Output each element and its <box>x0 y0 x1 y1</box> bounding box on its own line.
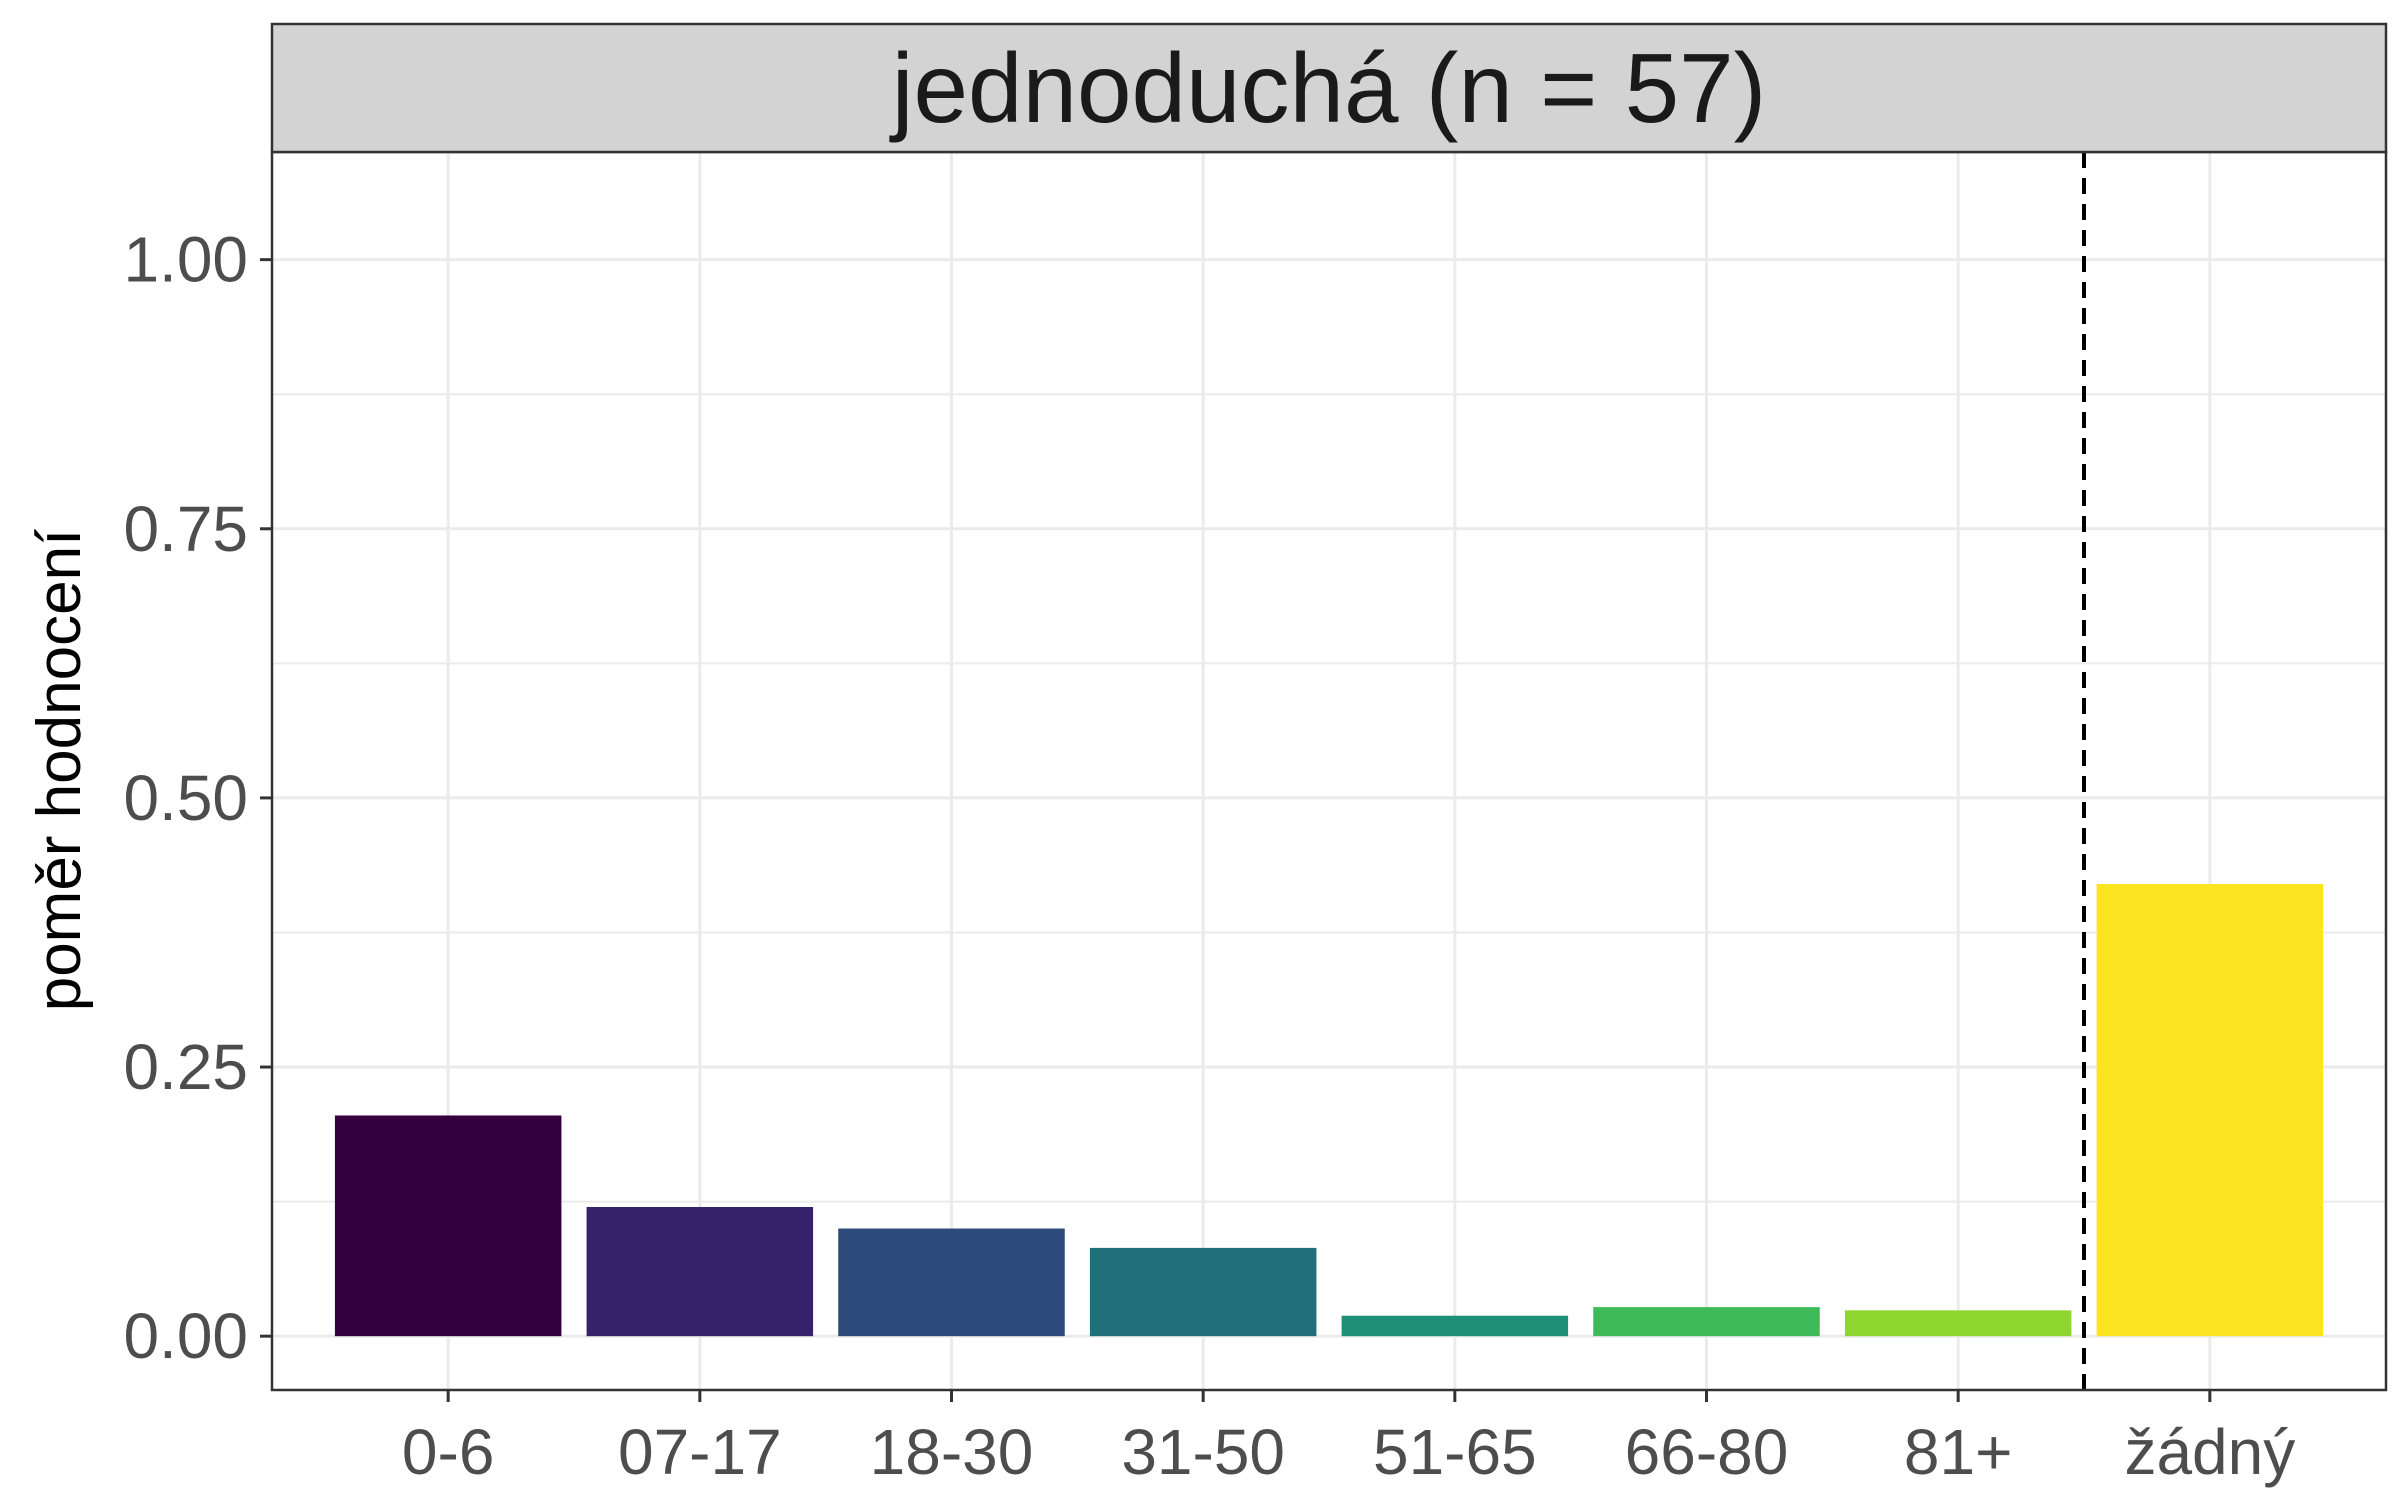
bar <box>1089 1247 1317 1337</box>
x-tick-label: žádný <box>2124 1416 2295 1488</box>
bar <box>2096 884 2324 1337</box>
facet-strip: jednoduchá (n = 57) <box>270 22 2388 154</box>
facet-strip-background <box>270 22 2388 154</box>
x-tick-label: 31-50 <box>1121 1416 1285 1488</box>
bar <box>838 1228 1065 1337</box>
x-tick-label: 07-17 <box>618 1416 782 1488</box>
bar <box>1844 1310 2072 1337</box>
bar <box>334 1115 562 1337</box>
y-tick-label: 0.50 <box>123 762 248 834</box>
bar <box>586 1206 814 1337</box>
y-tick-label: 0.75 <box>123 493 248 565</box>
x-tick-label: 0-6 <box>402 1416 495 1488</box>
y-axis-title: poměr hodnocení <box>25 529 94 1012</box>
y-axis: 0.00 0.25 0.50 0.75 1.00 <box>123 224 272 1372</box>
x-tick-label: 81+ <box>1904 1416 2013 1488</box>
x-tick-label: 51-65 <box>1373 1416 1537 1488</box>
y-tick-label: 1.00 <box>123 224 248 296</box>
bars <box>334 884 2324 1337</box>
x-tick-label: 66-80 <box>1625 1416 1789 1488</box>
x-tick-label: 18-30 <box>870 1416 1034 1488</box>
bar <box>1593 1307 1820 1337</box>
y-tick-label: 0.00 <box>123 1300 248 1372</box>
x-axis: 0-6 07-17 18-30 31-50 51-65 66-80 81+ žádný <box>402 1390 2295 1488</box>
facet-title: jednoduchá (n = 57) <box>889 33 1767 143</box>
y-tick-label: 0.25 <box>123 1031 248 1103</box>
bar <box>1341 1315 1569 1337</box>
